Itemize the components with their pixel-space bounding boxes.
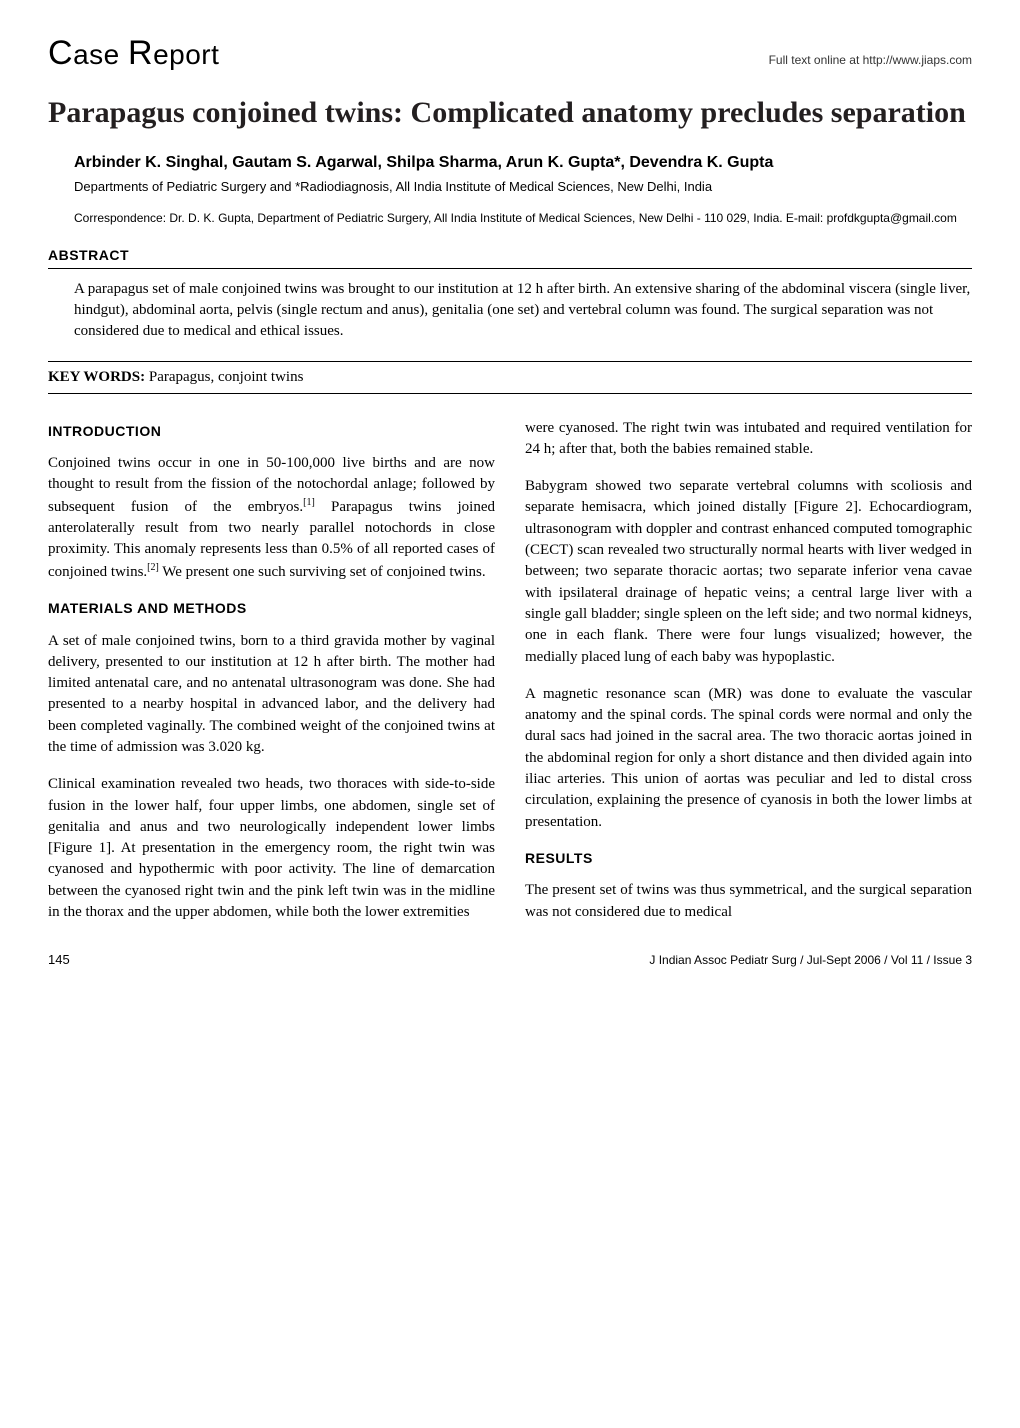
introduction-heading: INTRODUCTION xyxy=(48,422,495,442)
abstract-heading: ABSTRACT xyxy=(48,246,972,269)
page-footer: 145 J Indian Assoc Pediatr Surg / Jul-Se… xyxy=(48,951,972,969)
page-number: 145 xyxy=(48,951,70,969)
keywords-row: KEY WORDS: Parapagus, conjoint twins xyxy=(48,361,972,394)
header-row: Case Report Full text online at http://w… xyxy=(48,30,972,78)
correspondence: Correspondence: Dr. D. K. Gupta, Departm… xyxy=(74,210,972,226)
section-label-cap2: R xyxy=(128,34,153,72)
page-container: Case Report Full text online at http://w… xyxy=(0,0,1020,994)
citation-1: [1] xyxy=(303,497,315,508)
body-columns: INTRODUCTION Conjoined twins occur in on… xyxy=(48,418,972,924)
intro-text-3: We present one such surviving set of con… xyxy=(159,564,486,580)
keywords-label: KEY WORDS: xyxy=(48,369,149,385)
citation-2: [2] xyxy=(147,562,159,573)
introduction-paragraph: Conjoined twins occur in one in 50-100,0… xyxy=(48,453,495,583)
keywords-text: Parapagus, conjoint twins xyxy=(149,369,304,385)
section-label: Case Report xyxy=(48,30,219,78)
correspondence-label: Correspondence: xyxy=(74,211,169,225)
column-right: were cyanosed. The right twin was intuba… xyxy=(525,418,972,924)
methods-paragraph-2b: were cyanosed. The right twin was intuba… xyxy=(525,418,972,461)
authors: Arbinder K. Singhal, Gautam S. Agarwal, … xyxy=(74,152,972,174)
journal-info: J Indian Assoc Pediatr Surg / Jul-Sept 2… xyxy=(649,952,972,969)
methods-heading: MATERIALS AND METHODS xyxy=(48,599,495,619)
methods-paragraph-4: A magnetic resonance scan (MR) was done … xyxy=(525,684,972,833)
header-link: Full text online at http://www.jiaps.com xyxy=(769,52,972,69)
methods-paragraph-3: Babygram showed two separate vertebral c… xyxy=(525,476,972,668)
column-left: INTRODUCTION Conjoined twins occur in on… xyxy=(48,418,495,924)
abstract-text: A parapagus set of male conjoined twins … xyxy=(74,279,972,343)
affiliation: Departments of Pediatric Surgery and *Ra… xyxy=(74,178,972,196)
results-heading: RESULTS xyxy=(525,849,972,869)
methods-paragraph-1: A set of male conjoined twins, born to a… xyxy=(48,631,495,759)
section-label-rest1: ase xyxy=(73,39,128,70)
results-paragraph-1: The present set of twins was thus symmet… xyxy=(525,880,972,923)
authors-block: Arbinder K. Singhal, Gautam S. Agarwal, … xyxy=(74,152,972,226)
section-label-cap1: C xyxy=(48,34,73,72)
methods-paragraph-2a: Clinical examination revealed two heads,… xyxy=(48,774,495,923)
article-title: Parapagus conjoined twins: Complicated a… xyxy=(48,96,972,131)
correspondence-text: Dr. D. K. Gupta, Department of Pediatric… xyxy=(169,211,956,225)
section-label-rest2: eport xyxy=(153,39,219,70)
